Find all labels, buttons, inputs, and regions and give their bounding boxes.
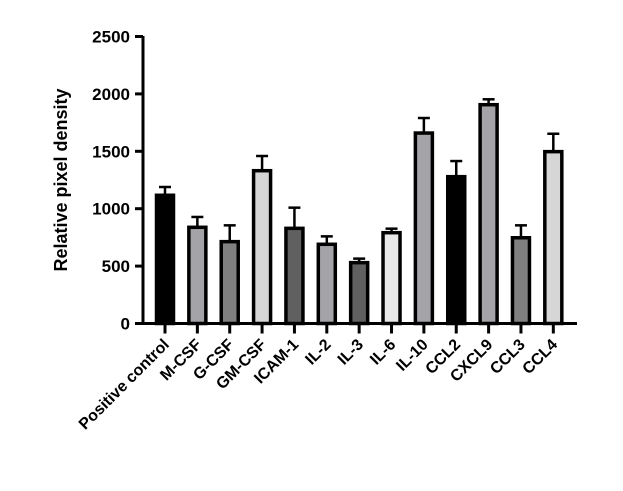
- x-tick-label: IL-3: [335, 336, 367, 368]
- bar-cxcl9: [478, 102, 499, 326]
- y-tick-label: 500: [102, 257, 130, 276]
- bar-il-10: [413, 131, 435, 326]
- bar-g-csf: [219, 239, 240, 326]
- y-tick-label: 2000: [92, 85, 130, 104]
- bar-ccl2: [445, 174, 467, 326]
- x-tick-label: Positive control: [76, 336, 173, 433]
- bar-il-2: [316, 242, 338, 326]
- y-tick-label: 1000: [92, 200, 130, 219]
- bar-ccl4: [543, 149, 564, 326]
- bar-gm-csf: [251, 168, 273, 326]
- bar-icam-1: [284, 226, 305, 326]
- bar-il-3: [348, 260, 370, 326]
- y-tick-label: 1500: [92, 142, 130, 161]
- x-tick-label: IL-2: [302, 336, 334, 368]
- x-tick-label: CCL4: [520, 336, 562, 378]
- y-axis-label: Relative pixel density: [51, 88, 71, 271]
- bar-ccl3: [510, 235, 532, 326]
- bar-il-6: [381, 230, 402, 326]
- x-tick-label: CCL3: [487, 336, 529, 378]
- y-tick-label: 2500: [92, 28, 130, 47]
- y-tick-label: 0: [121, 315, 130, 334]
- bar-positive-control: [154, 193, 176, 326]
- bar-m-csf: [187, 225, 208, 326]
